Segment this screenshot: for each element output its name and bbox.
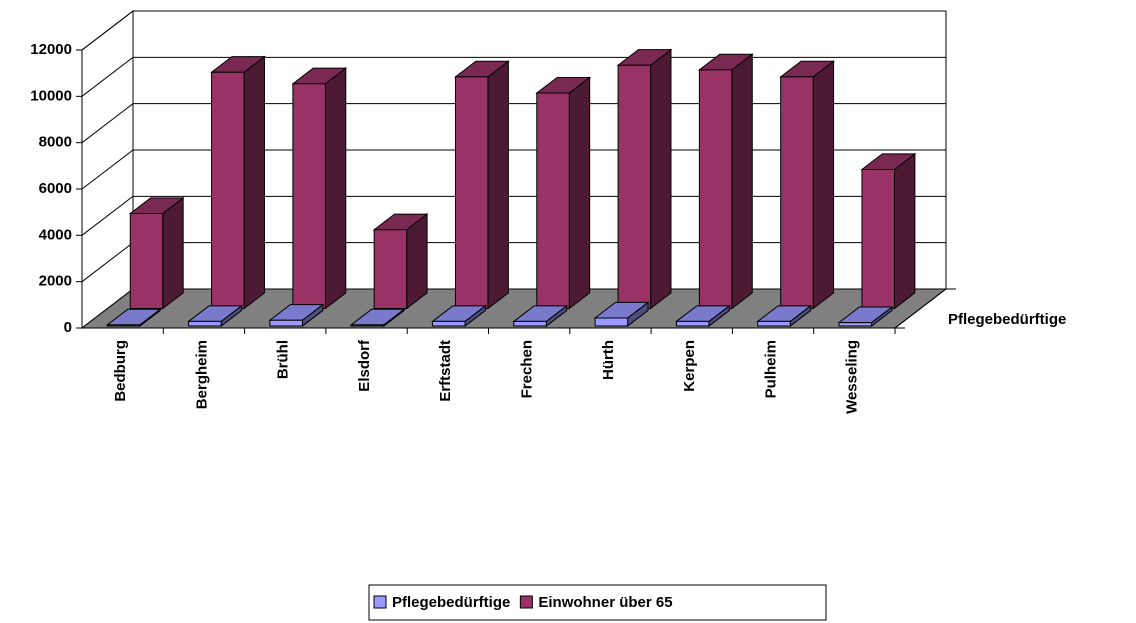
y-tick-label: 10000 (30, 87, 72, 104)
x-tick-label: Elsdorf (356, 339, 373, 392)
bar (129, 213, 164, 309)
bar (780, 76, 814, 309)
bar (698, 69, 733, 309)
y-tick-label: 2000 (39, 273, 72, 290)
y-tick-label: 12000 (30, 41, 72, 58)
x-tick-label: Pulheim (762, 340, 779, 398)
bar (292, 83, 326, 309)
y-tick-label: 6000 (39, 180, 72, 197)
y-tick-label: 8000 (39, 134, 72, 151)
grid-line (81, 149, 946, 190)
grid-line (81, 103, 946, 144)
bar-side (243, 55, 265, 310)
bar (594, 317, 629, 327)
bar-side (487, 60, 509, 310)
grid-line (81, 195, 946, 236)
x-tick-label: Bergheim (193, 340, 210, 409)
y-tick-label: 0 (64, 319, 72, 336)
bar (350, 324, 385, 327)
bar (211, 71, 245, 309)
bar (536, 92, 570, 309)
bar-side (324, 67, 347, 310)
x-tick-label: Hürth (600, 340, 617, 380)
grid-line (81, 10, 946, 51)
bar-side (406, 213, 428, 310)
bar (454, 76, 489, 309)
bar (373, 229, 408, 309)
bar (188, 320, 222, 327)
bar (675, 320, 710, 327)
legend-swatch (519, 595, 533, 609)
bar-side (650, 48, 672, 310)
bar (106, 324, 141, 327)
x-tick-label: Bedburg (112, 340, 129, 402)
bar (617, 64, 652, 309)
bar (838, 322, 873, 327)
legend-swatch (373, 595, 387, 609)
legend-box (368, 584, 827, 621)
bar-side (731, 53, 753, 310)
bar (513, 320, 547, 327)
bar-side (812, 60, 835, 310)
bar (757, 320, 791, 327)
depth-tick-label: Pflegebedürftige (948, 311, 1066, 328)
bar-side (162, 196, 184, 310)
bar-side (568, 76, 591, 310)
x-tick-label: Wesseling (844, 340, 861, 414)
depth-axis (894, 288, 947, 329)
legend-label: Pflegebedürftige (392, 594, 510, 611)
bar (269, 319, 303, 327)
bar (861, 169, 895, 309)
x-tick-label: Kerpen (681, 340, 698, 392)
x-tick-label: Erftstadt (437, 340, 454, 402)
y-tick-label: 4000 (39, 226, 72, 243)
bar (432, 320, 466, 327)
x-tick-label: Frechen (518, 340, 535, 398)
x-tick-label: Brühl (275, 340, 292, 379)
bar-side (893, 152, 916, 310)
grid-line (81, 56, 946, 97)
legend-label: Einwohner über 65 (538, 594, 672, 611)
